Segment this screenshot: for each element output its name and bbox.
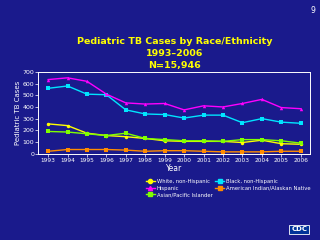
Black, non-Hispanic [299,122,303,125]
Black, non-Hispanic [124,108,128,111]
Text: CDC: CDC [291,226,307,232]
Black, non-Hispanic [143,113,147,115]
X-axis label: Year: Year [166,164,182,173]
White, non-Hispanic [221,140,225,143]
Line: Hispanic: Hispanic [46,76,302,112]
Asian/Pacific Islander [260,138,264,141]
American Indian/Alaskan Native [66,148,69,151]
Line: Black, non-Hispanic: Black, non-Hispanic [46,84,302,125]
Black, non-Hispanic [260,117,264,120]
White, non-Hispanic [66,124,69,127]
Hispanic [105,93,108,96]
Hispanic [143,103,147,106]
Asian/Pacific Islander [299,142,303,144]
White, non-Hispanic [202,140,205,143]
American Indian/Alaskan Native [105,148,108,151]
White, non-Hispanic [182,140,186,143]
Asian/Pacific Islander [163,138,167,141]
Hispanic [66,76,69,79]
American Indian/Alaskan Native [182,149,186,152]
Hispanic [85,80,89,83]
Asian/Pacific Islander [241,138,244,141]
White, non-Hispanic [124,135,128,138]
American Indian/Alaskan Native [279,150,283,153]
Hispanic [260,98,264,101]
Black, non-Hispanic [241,121,244,124]
White, non-Hispanic [105,134,108,137]
White, non-Hispanic [143,137,147,140]
Asian/Pacific Islander [105,134,108,137]
American Indian/Alaskan Native [221,150,225,153]
Asian/Pacific Islander [85,132,89,135]
American Indian/Alaskan Native [124,149,128,151]
Black, non-Hispanic [163,113,167,116]
Black, non-Hispanic [221,114,225,117]
Legend: White, non-Hispanic, Hispanic, Asian/Pacific Islander, Black, non-Hispanic, Amer: White, non-Hispanic, Hispanic, Asian/Pac… [146,179,310,197]
Asian/Pacific Islander [202,139,205,142]
Black, non-Hispanic [105,93,108,96]
Hispanic [299,107,303,110]
Hispanic [221,106,225,108]
White, non-Hispanic [163,139,167,142]
American Indian/Alaskan Native [299,150,303,153]
Asian/Pacific Islander [124,132,128,135]
Title: Pediatric TB Cases by Race/Ethnicity
1993–2006
N=15,946: Pediatric TB Cases by Race/Ethnicity 199… [77,36,272,70]
White, non-Hispanic [299,143,303,146]
White, non-Hispanic [260,139,264,142]
Hispanic [279,106,283,109]
American Indian/Alaskan Native [163,149,167,152]
Black, non-Hispanic [182,117,186,120]
Hispanic [202,104,205,107]
White, non-Hispanic [46,122,50,125]
White, non-Hispanic [85,132,89,135]
White, non-Hispanic [279,142,283,145]
Asian/Pacific Islander [279,139,283,142]
Y-axis label: Pediatric TB Cases: Pediatric TB Cases [15,81,21,145]
American Indian/Alaskan Native [241,150,244,153]
American Indian/Alaskan Native [202,150,205,153]
Hispanic [124,102,128,104]
American Indian/Alaskan Native [85,148,89,151]
American Indian/Alaskan Native [143,150,147,153]
Asian/Pacific Islander [182,139,186,142]
Hispanic [46,78,50,81]
Asian/Pacific Islander [46,130,50,133]
Hispanic [241,102,244,105]
Black, non-Hispanic [66,84,69,87]
Black, non-Hispanic [85,93,89,96]
Text: 9: 9 [310,6,315,15]
American Indian/Alaskan Native [46,150,50,153]
Asian/Pacific Islander [66,131,69,133]
Black, non-Hispanic [279,121,283,124]
Hispanic [163,102,167,105]
Hispanic [182,108,186,111]
Asian/Pacific Islander [221,140,225,143]
Black, non-Hispanic [202,114,205,117]
Line: White, non-Hispanic: White, non-Hispanic [46,122,302,146]
American Indian/Alaskan Native [260,150,264,153]
Asian/Pacific Islander [143,137,147,140]
White, non-Hispanic [241,141,244,144]
Line: American Indian/Alaskan Native: American Indian/Alaskan Native [46,148,302,154]
Black, non-Hispanic [46,87,50,90]
Line: Asian/Pacific Islander: Asian/Pacific Islander [46,130,302,145]
